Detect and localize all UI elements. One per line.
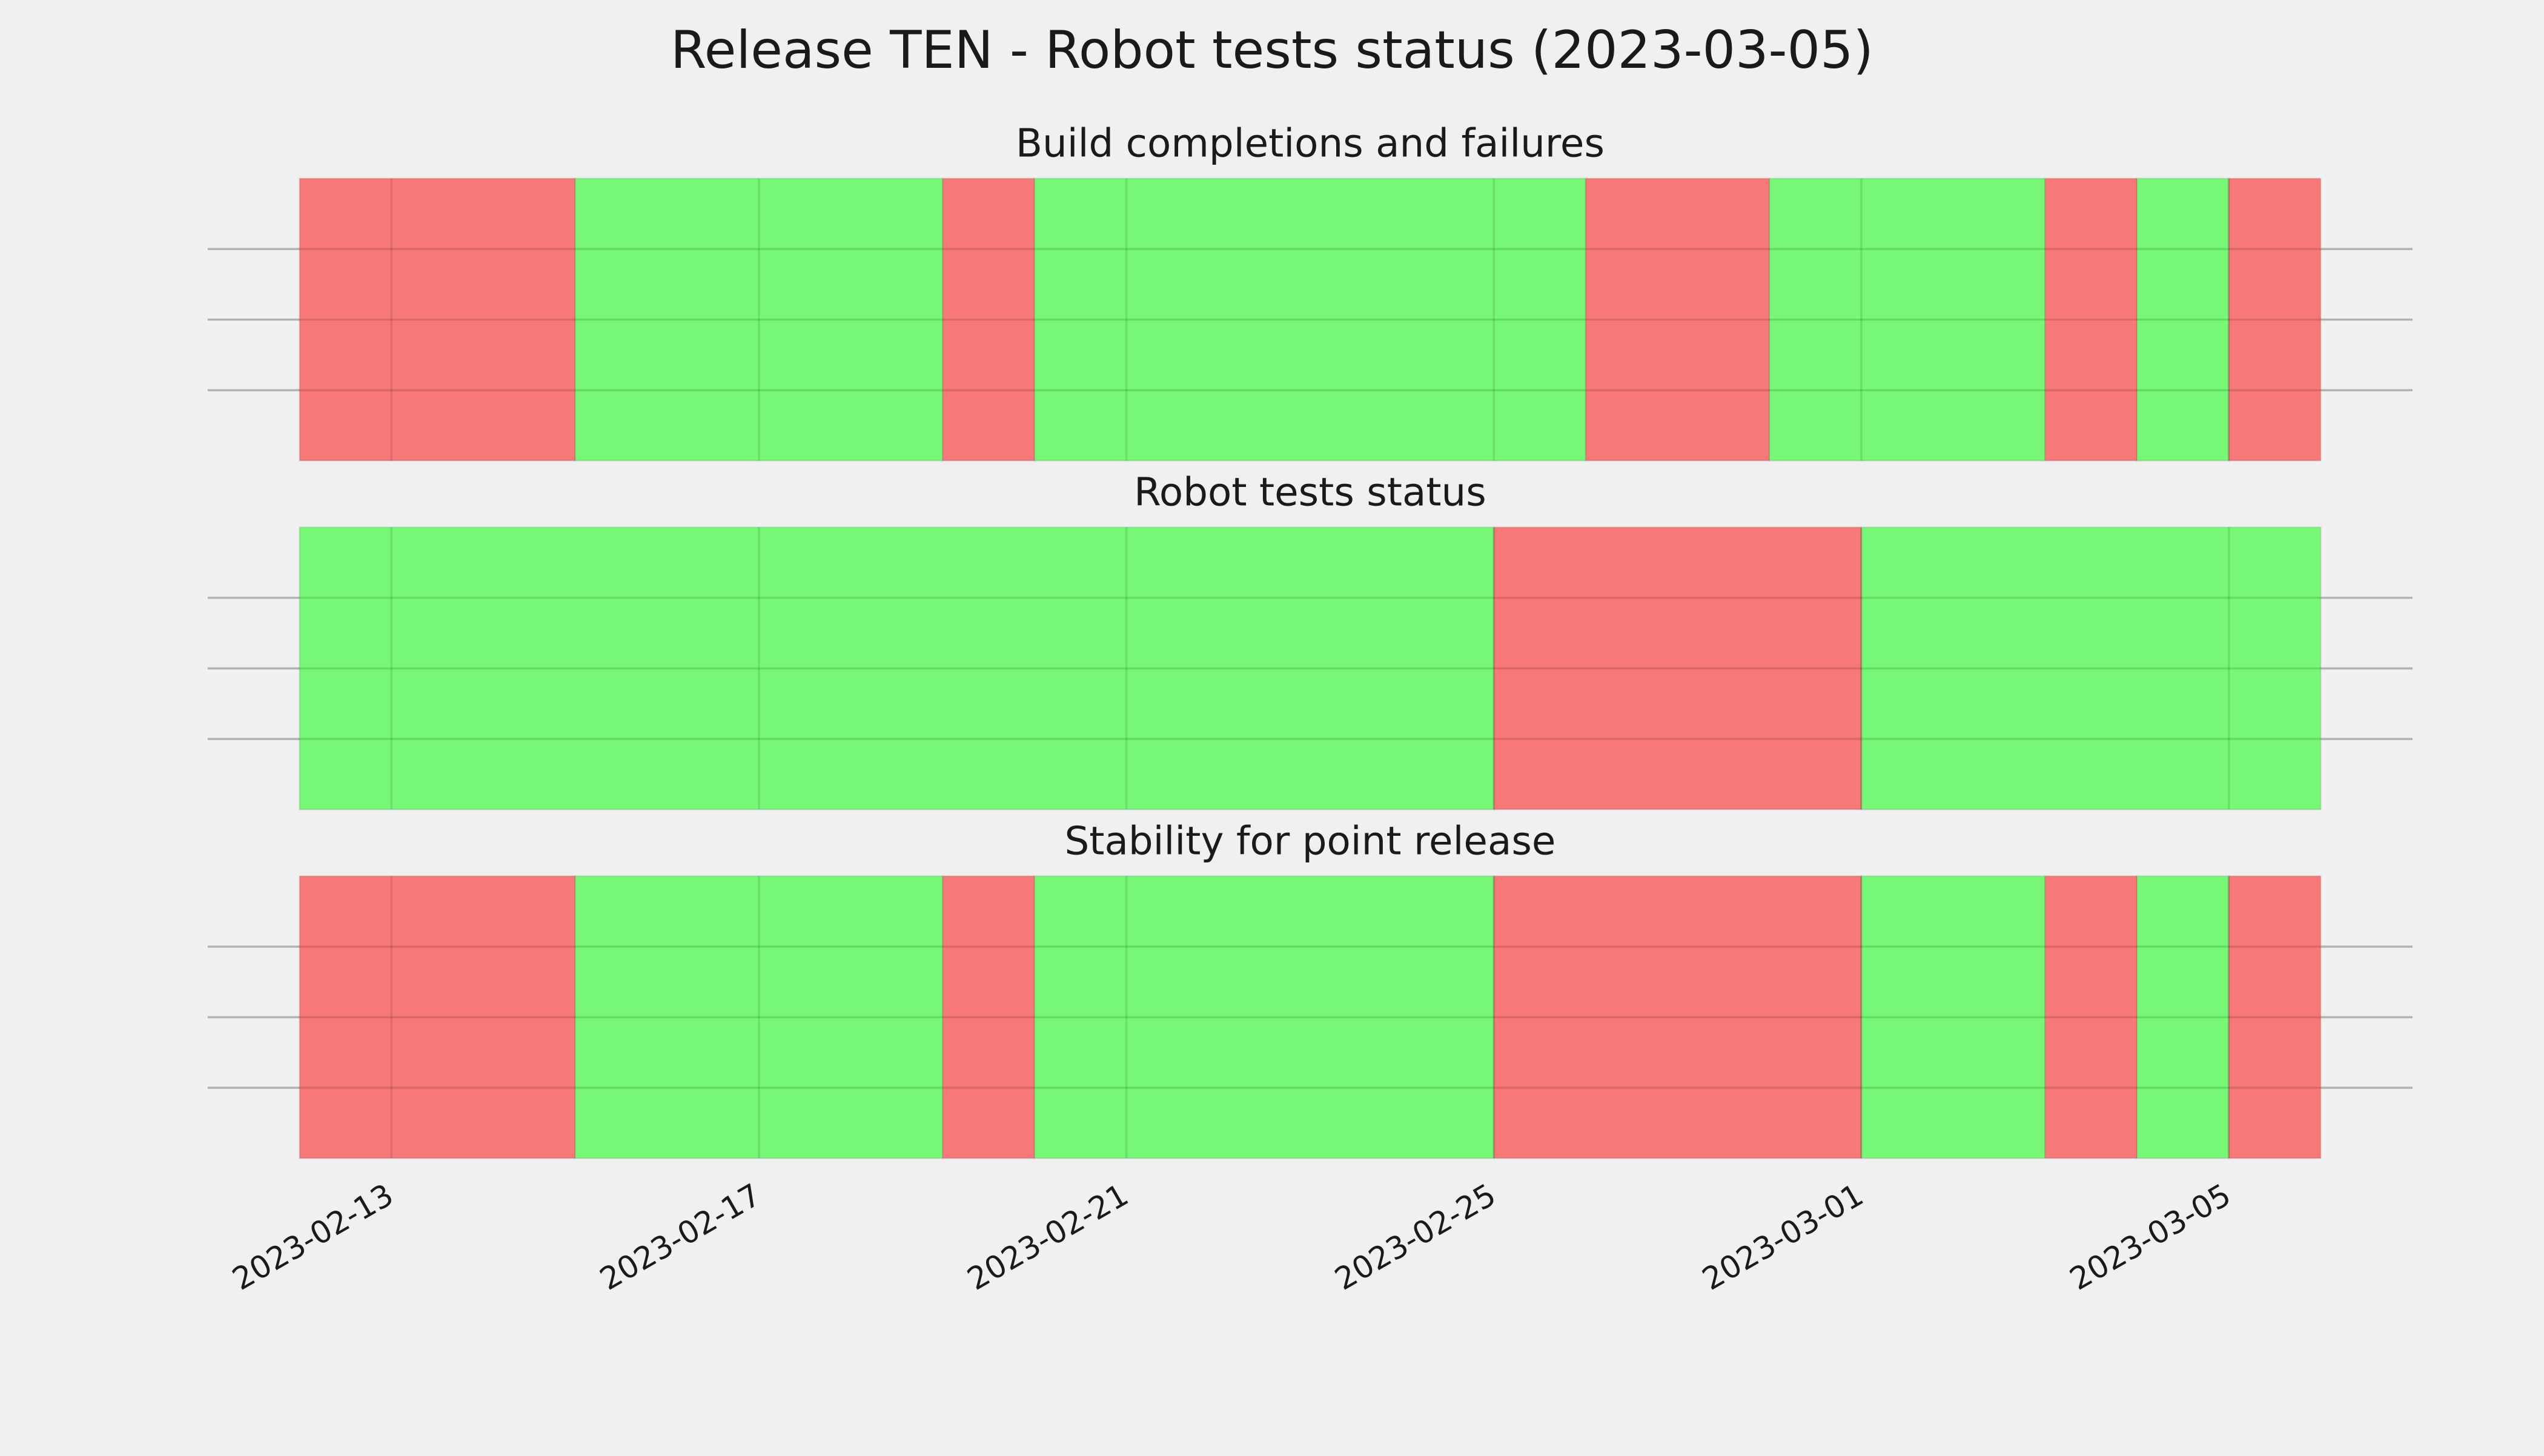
status-span bbox=[2228, 875, 2322, 1159]
status-span bbox=[1585, 177, 1771, 462]
panel-title: Build completions and failures bbox=[1016, 121, 1605, 167]
figure-title: Release TEN - Robot tests status (2023-0… bbox=[671, 20, 1873, 81]
status-span bbox=[1768, 177, 2046, 462]
status-span bbox=[2228, 177, 2322, 462]
status-span bbox=[1033, 177, 1587, 462]
status-span bbox=[941, 875, 1036, 1159]
panel-title: Robot tests status bbox=[1134, 470, 1486, 515]
status-span bbox=[2044, 875, 2138, 1159]
status-span bbox=[1033, 875, 1495, 1159]
status-span bbox=[2136, 177, 2230, 462]
status-span bbox=[1492, 875, 1863, 1159]
status-span bbox=[2044, 177, 2138, 462]
status-span bbox=[1492, 526, 1863, 810]
panel-title: Stability for point release bbox=[1065, 818, 1556, 864]
status-span bbox=[299, 526, 1495, 810]
status-span bbox=[1860, 526, 2322, 810]
status-span bbox=[299, 875, 576, 1159]
status-span bbox=[2136, 875, 2230, 1159]
status-span bbox=[1860, 875, 2046, 1159]
status-span bbox=[299, 177, 576, 462]
status-span bbox=[574, 875, 944, 1159]
